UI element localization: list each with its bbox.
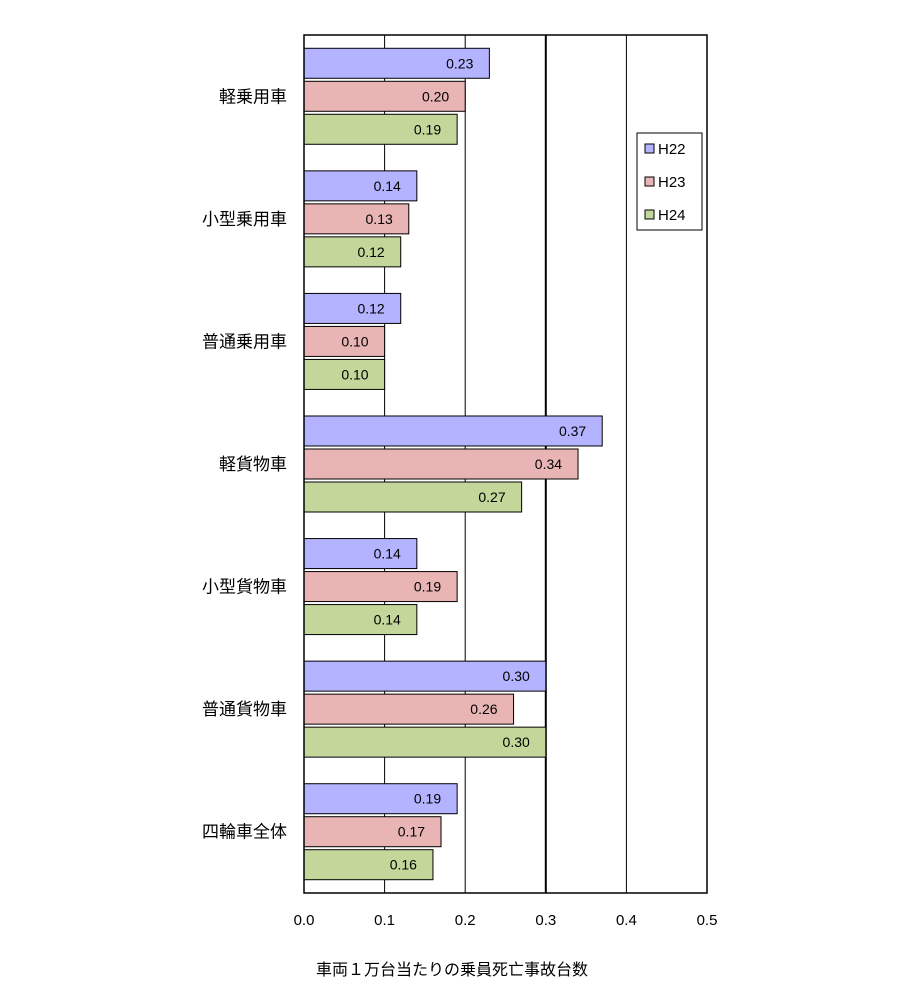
bar-H22-5 <box>303 660 547 692</box>
data-label-H23-5: 0.26 <box>470 701 497 717</box>
data-label-H22-2: 0.12 <box>357 300 384 316</box>
category-label-6: 四輪車全体 <box>202 823 287 843</box>
bar-H23-3 <box>303 448 579 480</box>
bar-H22-0 <box>303 47 490 79</box>
data-label-H24-1: 0.12 <box>357 244 384 260</box>
legend-label-H24: H24 <box>658 207 686 224</box>
data-label-H24-0: 0.19 <box>414 121 441 137</box>
data-label-H23-2: 0.10 <box>341 333 368 349</box>
legend-swatch-H23 <box>644 176 655 187</box>
data-label-H22-0: 0.23 <box>446 55 473 71</box>
data-label-H24-5: 0.30 <box>503 734 530 750</box>
bar-H22-4 <box>303 538 418 570</box>
category-label-5: 普通貨物車 <box>202 700 287 720</box>
legend-label-H22: H22 <box>658 141 686 158</box>
data-label-H23-4: 0.19 <box>414 579 441 595</box>
bar-H24-3 <box>303 481 523 513</box>
bars: 0.23 0.20 0.19 0.14 0.13 0.12 0.12 0.10 0.10 0.37… <box>303 47 603 881</box>
category-label-3: 軽貨物車 <box>219 455 287 475</box>
x-tick-label-5: 0.5 <box>697 912 718 929</box>
legend-swatch-H24 <box>644 209 655 220</box>
data-label-H24-4: 0.14 <box>374 612 401 628</box>
category-label-0: 軽乗用車 <box>219 87 287 107</box>
data-label-H23-0: 0.20 <box>422 88 449 104</box>
bar-H22-2 <box>303 292 402 324</box>
x-tick-label-2: 0.2 <box>455 912 476 929</box>
bar-H22-6 <box>303 783 458 815</box>
x-tick-label-1: 0.1 <box>374 912 395 929</box>
bar-H23-1 <box>303 203 410 235</box>
category-label-4: 小型貨物車 <box>202 578 287 598</box>
data-label-H22-5: 0.30 <box>503 668 530 684</box>
x-tick-label-0: 0.0 <box>294 912 315 929</box>
data-label-H24-2: 0.10 <box>341 366 368 382</box>
data-label-H22-3: 0.37 <box>559 423 586 439</box>
bar-H24-0 <box>303 113 458 145</box>
bar-H24-1 <box>303 236 402 268</box>
bar-H24-6 <box>303 849 434 881</box>
category-label-2: 普通乗用車 <box>202 332 287 352</box>
x-tick-labels: 0.0 0.1 0.2 0.3 0.4 0.5 <box>294 912 718 929</box>
data-label-H22-6: 0.19 <box>414 791 441 807</box>
bar-H23-5 <box>303 693 515 725</box>
data-label-H23-1: 0.13 <box>366 211 393 227</box>
x-tick-label-4: 0.4 <box>616 912 637 929</box>
data-label-H24-3: 0.27 <box>478 489 505 505</box>
bar-H23-6 <box>303 816 442 848</box>
bar-H23-4 <box>303 571 458 603</box>
bar-H24-5 <box>303 726 547 758</box>
bar-H23-0 <box>303 80 466 112</box>
category-label-1: 小型乗用車 <box>202 210 287 230</box>
data-label-H24-6: 0.16 <box>390 857 417 873</box>
data-label-H22-4: 0.14 <box>374 546 401 562</box>
x-axis-label: 車両１万台当たりの乗員死亡事故台数 <box>316 960 588 979</box>
legend-label-H23: H23 <box>658 174 686 191</box>
plot-frame <box>303 34 708 894</box>
data-label-H22-1: 0.14 <box>374 178 401 194</box>
legend-swatch-H22 <box>644 143 655 154</box>
legend: H22 H23 H24 <box>636 132 703 231</box>
data-label-H23-6: 0.17 <box>398 824 425 840</box>
data-label-H23-3: 0.34 <box>535 456 562 472</box>
bar-H22-3 <box>303 415 603 447</box>
x-tick-label-3: 0.3 <box>535 912 556 929</box>
